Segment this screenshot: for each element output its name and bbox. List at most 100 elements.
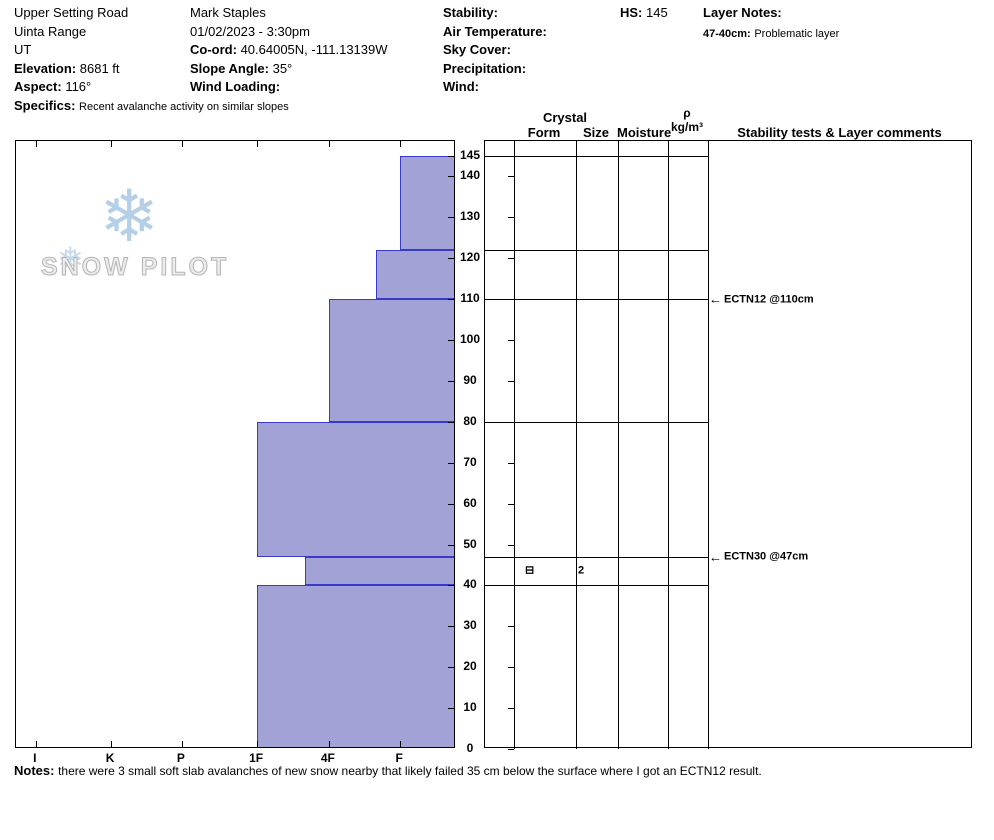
- depth-tick: [448, 544, 454, 546]
- slope-angle-value: 35°: [272, 60, 293, 76]
- route-name: Upper Setting Road: [14, 5, 129, 20]
- depth-tick: [448, 585, 454, 587]
- stability-label: Stability:: [443, 5, 498, 20]
- snowflake-icon: ❅: [57, 241, 84, 277]
- depth-tick-label: 130: [459, 209, 481, 224]
- state: UT: [14, 42, 32, 57]
- depth-tick-label: 100: [459, 332, 481, 347]
- density-symbol: ρ: [683, 106, 691, 120]
- hardness-plot: ❄ ❅ SNOW PILOT: [15, 140, 455, 748]
- snow-layer-bar: [257, 585, 454, 747]
- left-arrow-icon: ←: [709, 291, 722, 307]
- snow-layer-bar: [257, 421, 454, 557]
- depth-tick-label: 60: [463, 495, 477, 510]
- density-unit: kg/m³: [670, 120, 703, 134]
- observation-datetime: 01/02/2023 - 3:30pm: [190, 23, 310, 39]
- hardness-tick: [181, 741, 183, 747]
- depth-tick: [448, 503, 454, 505]
- notes-footer: Notes: there were 3 small soft slab aval…: [14, 763, 762, 778]
- observer-name: Mark Staples: [190, 5, 266, 20]
- specifics-label: Specifics:: [14, 97, 76, 113]
- depth-tick-label: 0: [466, 741, 474, 755]
- hardness-tick: [400, 741, 402, 747]
- depth-tick: [508, 156, 514, 157]
- layer-boundary-line: [485, 421, 708, 423]
- wind-loading-label: Wind Loading:: [190, 79, 281, 94]
- hardness-tick: [328, 741, 330, 747]
- table-column-divider: [514, 141, 515, 749]
- layer-boundary-line: [485, 299, 708, 301]
- stability-test-label: ECTN30 @47cm: [724, 550, 809, 563]
- layer-note-text: Problematic layer: [754, 27, 840, 40]
- depth-tick-label: 10: [463, 700, 477, 715]
- depth-tick: [508, 421, 514, 423]
- depth-tick: [508, 626, 514, 628]
- coord-value: 40.64005N, -111.13139W: [240, 42, 388, 57]
- depth-tick: [448, 708, 454, 710]
- hardness-tick: [111, 741, 113, 747]
- layer-boundary-line: [485, 556, 708, 558]
- depth-tick-label: 120: [459, 250, 481, 265]
- snow-layer-bar: [328, 299, 454, 422]
- hardness-tick: [400, 141, 402, 147]
- aspect-value: 116°: [65, 79, 92, 94]
- depth-tick: [448, 176, 454, 178]
- depth-tick-label: 90: [463, 372, 477, 387]
- elevation-label: Elevation:: [14, 60, 77, 76]
- depth-tick-label: 110: [460, 291, 480, 306]
- hardness-axis-label: K: [105, 751, 115, 765]
- hardness-axis-label: 1F: [249, 751, 264, 765]
- snow-layer-bar: [400, 156, 454, 251]
- notes-label: Notes:: [14, 763, 55, 778]
- specifics-value: Recent avalanche activity on similar slo…: [79, 100, 289, 113]
- stability-test-annotation: ← ECTN30 @47cm: [709, 550, 808, 563]
- table-column-divider: [708, 141, 709, 749]
- depth-tick: [508, 299, 514, 301]
- hardness-axis-label: 4F: [320, 751, 335, 765]
- snow-layer-bar: [305, 556, 454, 586]
- form-header: Form: [527, 125, 561, 140]
- table-column-divider: [668, 141, 669, 749]
- depth-tick: [508, 462, 514, 464]
- layer-notes-block: Layer Notes: 47-40cm: Problematic layer: [703, 4, 839, 41]
- depth-tick: [448, 380, 454, 382]
- depth-tick: [508, 585, 514, 587]
- precipitation-label: Precipitation:: [443, 60, 527, 76]
- size-header: Size: [582, 125, 609, 140]
- depth-tick: [508, 544, 514, 546]
- mountain-range: Uinta Range: [14, 23, 87, 39]
- hardness-tick: [35, 741, 37, 747]
- depth-tick-label: 30: [463, 618, 477, 633]
- hardness-axis-label: P: [176, 751, 185, 765]
- depth-tick: [508, 176, 514, 178]
- depth-tick: [508, 340, 514, 342]
- watermark-text: SNOW PILOT: [40, 253, 230, 282]
- hardness-axis-label: I: [33, 751, 37, 765]
- depth-tick-label: 50: [463, 536, 477, 551]
- depth-tick: [448, 258, 454, 260]
- observer-block: Mark Staples 01/02/2023 - 3:30pm Co-ord:…: [190, 4, 388, 97]
- depth-tick: [448, 299, 454, 301]
- left-arrow-icon: ←: [709, 549, 722, 565]
- wind-label: Wind:: [443, 79, 479, 94]
- layer-boundary-line: [485, 250, 708, 252]
- depth-tick: [448, 421, 454, 423]
- depth-tick-label: 145: [459, 148, 481, 162]
- depth-tick: [508, 749, 514, 750]
- hs-label: HS:: [620, 5, 643, 20]
- depth-tick: [448, 340, 454, 342]
- snowpilot-watermark: ❄ ❅ SNOW PILOT: [40, 181, 226, 296]
- depth-tick: [448, 462, 454, 464]
- hardness-tick: [35, 141, 37, 147]
- snow-height-block: HS: 145: [620, 4, 668, 23]
- density-header: ρ kg/m³: [667, 106, 707, 134]
- air-temperature-label: Air Temperature:: [443, 23, 547, 39]
- layer-notes-label: Layer Notes:: [703, 5, 782, 20]
- hardness-axis-label: F: [395, 751, 403, 765]
- stability-test-annotation: ← ECTN12 @110cm: [709, 293, 814, 306]
- conditions-block: Stability: Air Temperature: Sky Cover: P…: [443, 4, 547, 97]
- coord-label: Co-ord:: [190, 42, 237, 57]
- hs-value: 145: [646, 5, 668, 20]
- crystal-header: Crystal: [542, 110, 588, 125]
